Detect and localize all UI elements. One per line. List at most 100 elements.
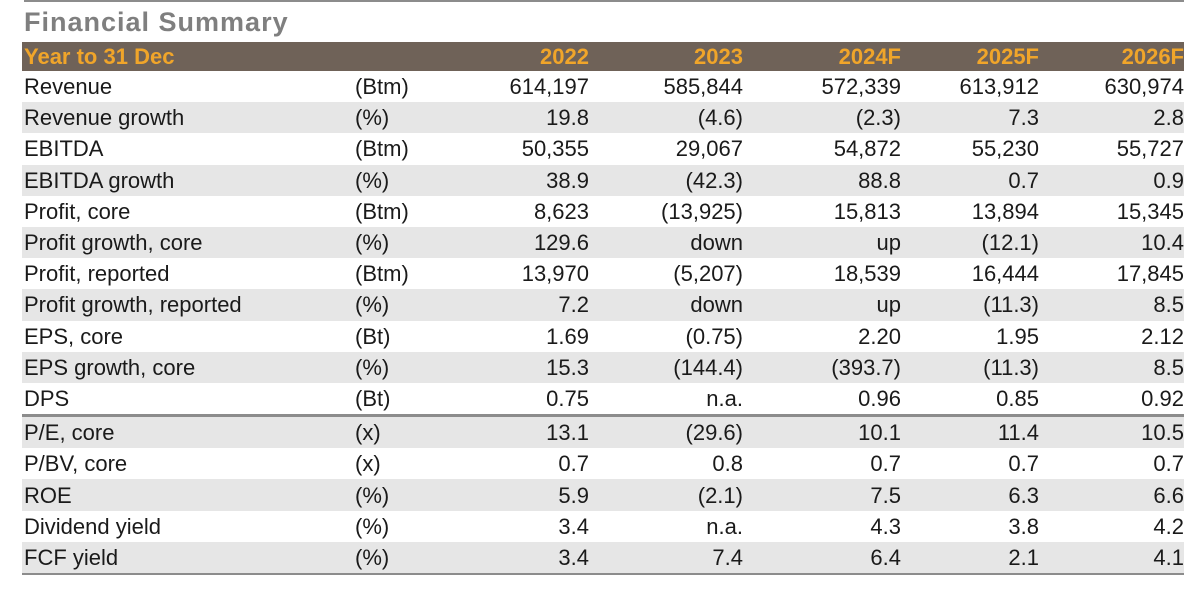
row-value: 0.8	[589, 448, 743, 480]
row-label-cell: Profit, reported (Btm)	[22, 258, 409, 290]
row-value: 7.5	[743, 479, 901, 511]
row-unit: (%)	[355, 513, 390, 539]
row-value: 0.7	[1039, 448, 1184, 480]
table-body: Revenue (Btm) 614,197 585,844 572,339 613,912…	[22, 71, 1184, 573]
row-value: 2.12	[1039, 320, 1184, 352]
row-label-cell: P/E, core (x)	[22, 414, 402, 449]
row-unit: (Bt)	[355, 385, 391, 411]
table-row: FCF yield (%) 3.4 7.4 6.4 2.1 4.1	[22, 541, 1184, 573]
table-row: Profit growth, core (%) 129.6 down up (12.1) 1…	[22, 226, 1184, 259]
row-value: 7.3	[901, 102, 1039, 134]
row-label: FCF yield	[24, 544, 119, 570]
row-value: 11.4	[901, 414, 1039, 449]
row-value: (5,207)	[589, 258, 743, 290]
table-row: ROE (%) 5.9 (2.1) 7.5 6.3 6.6	[22, 479, 1184, 511]
row-value: 10.1	[743, 414, 901, 449]
row-value: 614,197	[402, 71, 589, 103]
row-label-cell: P/BV, core (x)	[22, 448, 402, 480]
row-unit: (Bt)	[355, 323, 391, 349]
table-row: P/E, core (x) 13.1 (29.6) 10.1 11.4 10.5	[22, 414, 1184, 449]
row-value: 0.7	[901, 164, 1039, 196]
row-value: 8.5	[1039, 289, 1184, 321]
table-row: Profit, reported (Btm) 13,970 (5,207) 18,539…	[22, 258, 1184, 290]
row-value: 585,844	[589, 71, 743, 103]
row-value: 15,813	[743, 195, 901, 227]
row-label: P/BV, core	[24, 451, 128, 477]
row-value: 0.7	[402, 448, 589, 480]
row-unit: (%)	[355, 482, 390, 508]
row-unit: (%)	[355, 105, 390, 131]
row-value: 13,970	[402, 258, 589, 290]
row-unit: (Btm)	[355, 198, 409, 224]
row-value: 17,845	[1039, 258, 1184, 290]
row-value: 38.9	[402, 164, 589, 196]
row-value: 15.3	[402, 351, 589, 383]
row-value: 54,872	[743, 133, 901, 165]
row-value: 4.3	[743, 510, 901, 542]
row-unit: (x)	[355, 420, 381, 446]
row-value: 19.8	[402, 102, 589, 134]
row-value: up	[743, 289, 901, 321]
row-label: Revenue	[24, 74, 113, 100]
row-label: EBITDA growth	[24, 167, 175, 193]
row-label-cell: EBITDA (Btm)	[22, 133, 409, 165]
row-label-cell: EPS, core (Bt)	[22, 320, 402, 352]
row-value: 29,067	[589, 133, 743, 165]
header-year-2026f: 2026F	[1039, 42, 1184, 71]
row-value: 0.7	[743, 448, 901, 480]
row-value: 88.8	[743, 164, 901, 196]
row-value: 8,623	[402, 195, 589, 227]
row-value: 8.5	[1039, 351, 1184, 383]
row-value: 7.2	[402, 289, 589, 321]
row-value: 0.7	[901, 448, 1039, 480]
row-value: 613,912	[901, 71, 1039, 103]
row-value: 3.4	[402, 541, 589, 573]
row-value: 50,355	[402, 133, 589, 165]
row-value: 55,230	[901, 133, 1039, 165]
row-label-cell: Profit, core (Btm)	[22, 195, 409, 227]
row-value: up	[743, 226, 901, 259]
table-row: EBITDA growth (%) 38.9 (42.3) 88.8 0.7 0.9	[22, 164, 1184, 196]
row-value: 5.9	[402, 479, 589, 511]
row-unit: (Btm)	[355, 261, 409, 287]
row-value: 129.6	[402, 226, 589, 259]
row-value: (0.75)	[589, 320, 743, 352]
row-value: (13,925)	[589, 195, 743, 227]
row-unit: (%)	[355, 544, 390, 570]
row-value: (2.1)	[589, 479, 743, 511]
row-label: Profit, reported	[24, 261, 170, 287]
row-value: (11.3)	[901, 289, 1039, 321]
row-value: 10.4	[1039, 226, 1184, 259]
row-value: 3.8	[901, 510, 1039, 542]
page-title: Financial Summary	[24, 7, 289, 37]
header-year-2022: 2022	[402, 42, 589, 71]
row-value: 0.9	[1039, 164, 1184, 196]
table-row: EBITDA (Btm) 50,355 29,067 54,872 55,230 55,72…	[22, 133, 1184, 165]
row-label: ROE	[24, 482, 72, 508]
row-label: EPS growth, core	[24, 354, 196, 380]
table-row: Revenue growth (%) 19.8 (4.6) (2.3) 7.3 2.8	[22, 102, 1184, 134]
row-label-cell: DPS (Bt)	[22, 382, 402, 416]
row-label-cell: EBITDA growth (%)	[22, 164, 402, 196]
row-value: 15,345	[1039, 195, 1184, 227]
row-label-cell: Profit growth, core (%)	[22, 226, 402, 259]
row-value: 10.5	[1039, 414, 1184, 449]
row-label: DPS	[24, 385, 70, 411]
row-value: 1.69	[402, 320, 589, 352]
row-value: 7.4	[589, 541, 743, 573]
row-label: EPS, core	[24, 323, 124, 349]
table-row: EPS growth, core (%) 15.3 (144.4) (393.7) (11…	[22, 351, 1184, 383]
row-unit: (%)	[355, 354, 390, 380]
row-unit: (%)	[355, 167, 390, 193]
table-row: Profit, core (Btm) 8,623 (13,925) 15,813 13,8…	[22, 195, 1184, 227]
row-value: 4.1	[1039, 541, 1184, 573]
row-value: 6.6	[1039, 479, 1184, 511]
row-value: (11.3)	[901, 351, 1039, 383]
table-row: P/BV, core (x) 0.7 0.8 0.7 0.7 0.7	[22, 448, 1184, 480]
row-value: 0.96	[743, 382, 901, 416]
row-value: 3.4	[402, 510, 589, 542]
row-unit: (%)	[355, 292, 390, 318]
row-unit: (Btm)	[355, 74, 409, 100]
top-rule	[24, 0, 1184, 2]
header-year-2023: 2023	[589, 42, 743, 71]
